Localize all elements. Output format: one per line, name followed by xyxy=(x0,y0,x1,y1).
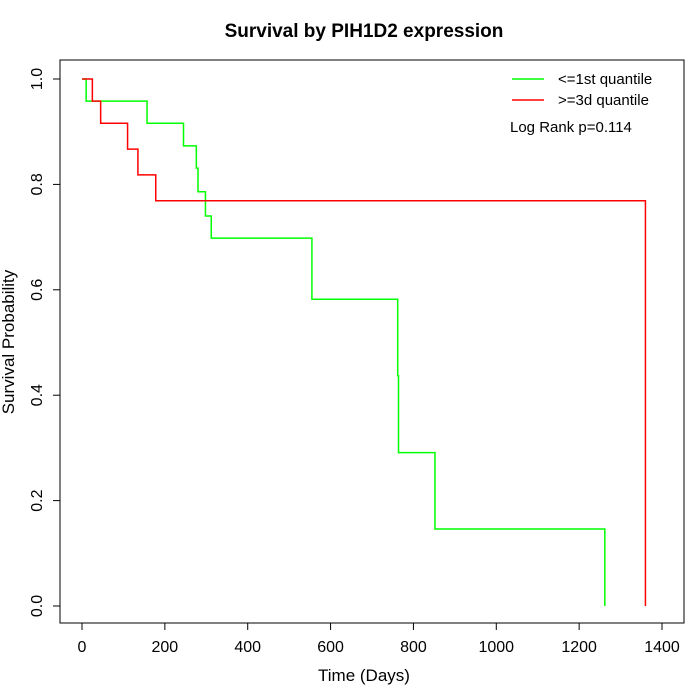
y-axis: 0.0 0.2 0.4 0.6 0.8 1.0 xyxy=(29,68,61,617)
x-tick-label: 1400 xyxy=(644,639,680,656)
x-tick-label: 800 xyxy=(400,639,427,656)
y-tick-label: 0.4 xyxy=(29,384,46,406)
legend: <=1st quantile >=3d quantile xyxy=(512,71,652,109)
y-tick-label: 0.2 xyxy=(29,489,46,511)
x-axis-title: Time (Days) xyxy=(318,666,410,685)
chart-title: Survival by PIH1D2 expression xyxy=(225,21,504,42)
x-tick-label: 0 xyxy=(78,639,87,656)
y-axis-title: Survival Probability xyxy=(0,269,18,414)
x-tick-label: 1000 xyxy=(478,639,514,656)
series-layer xyxy=(82,78,647,606)
y-tick-label: 0.6 xyxy=(29,279,46,301)
legend-label-low: <=1st quantile xyxy=(558,71,652,88)
survival-curve-high xyxy=(82,78,647,606)
legend-label-high: >=3d quantile xyxy=(558,92,649,109)
survival-curve-low xyxy=(82,78,606,606)
logrank-annotation: Log Rank p=0.114 xyxy=(510,119,632,136)
y-tick-label: 1.0 xyxy=(29,68,46,90)
x-tick-label: 200 xyxy=(152,639,179,656)
x-axis: 0 200 400 600 800 1000 1200 1400 xyxy=(78,622,680,656)
y-tick-label: 0.8 xyxy=(29,173,46,195)
x-tick-label: 1200 xyxy=(561,639,597,656)
y-tick-label: 0.0 xyxy=(29,595,46,617)
x-tick-label: 600 xyxy=(317,639,344,656)
x-tick-label: 400 xyxy=(234,639,261,656)
